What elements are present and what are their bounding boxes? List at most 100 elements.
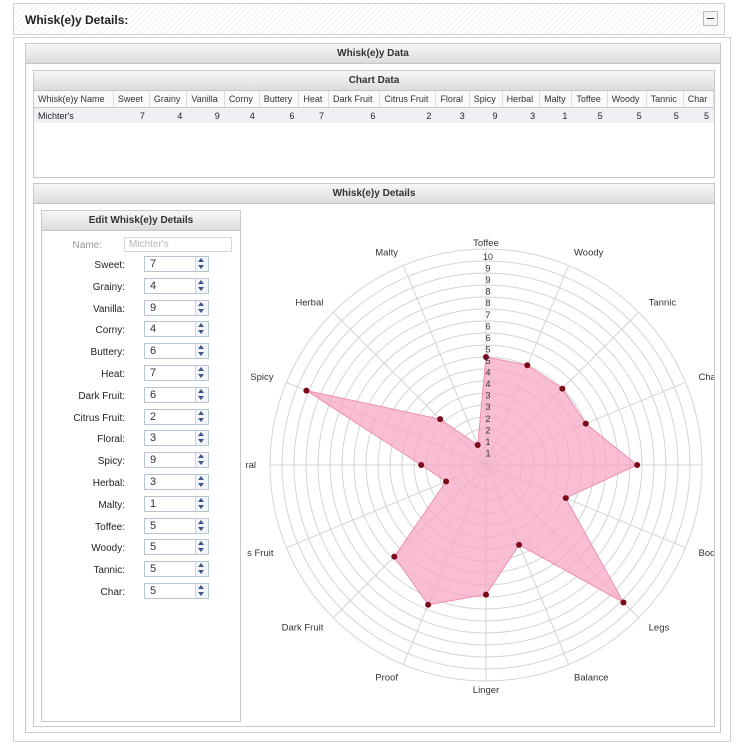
table-cell: Michter's xyxy=(34,107,114,123)
spinner-value: 5 xyxy=(150,585,157,597)
arrow-up-icon[interactable] xyxy=(198,476,204,480)
arrow-up-icon[interactable] xyxy=(198,563,204,568)
column-header[interactable]: Tannic xyxy=(646,91,684,108)
collapse-button[interactable] xyxy=(703,11,718,26)
arrow-up-icon[interactable] xyxy=(198,519,204,524)
arrow-up-icon[interactable] xyxy=(198,585,204,589)
spinner-buttons[interactable] xyxy=(195,453,208,468)
value-spinner[interactable]: 5 xyxy=(144,517,209,534)
spinner-buttons[interactable] xyxy=(195,344,208,359)
spinner-buttons[interactable] xyxy=(195,431,208,446)
arrow-up-icon[interactable] xyxy=(198,345,204,350)
column-header[interactable]: Woody xyxy=(607,91,647,108)
spinner-buttons[interactable] xyxy=(195,278,208,293)
column-header[interactable]: Grainy xyxy=(149,91,188,108)
table-cell: 4 xyxy=(149,107,188,123)
column-header[interactable]: Heat xyxy=(298,91,330,108)
column-header[interactable]: Malty xyxy=(539,91,573,108)
arrow-down-icon[interactable] xyxy=(198,570,204,575)
value-spinner[interactable]: 1 xyxy=(144,495,209,512)
arrow-down-icon[interactable] xyxy=(198,286,204,291)
value-spinner[interactable]: 3 xyxy=(144,430,209,447)
spinner-buttons[interactable] xyxy=(195,300,208,315)
spinner-buttons[interactable] xyxy=(195,475,208,489)
column-header[interactable]: Char xyxy=(683,91,715,108)
value-spinner[interactable]: 5 xyxy=(144,583,209,599)
value-spinner[interactable]: 4 xyxy=(144,277,209,294)
value-spinner[interactable]: 4 xyxy=(144,321,209,338)
arrow-down-icon[interactable] xyxy=(198,526,204,531)
name-field[interactable]: Michter's xyxy=(124,237,232,252)
column-header[interactable]: Spicy xyxy=(469,91,503,108)
radar-data-point xyxy=(303,387,310,394)
arrow-down-icon[interactable] xyxy=(198,504,204,509)
spinner-buttons[interactable] xyxy=(195,562,208,577)
value-spinner[interactable]: 7 xyxy=(144,256,209,272)
arrow-down-icon[interactable] xyxy=(198,417,204,422)
radar-tick-label: 8 xyxy=(485,298,490,308)
arrow-down-icon[interactable] xyxy=(198,374,204,378)
arrow-up-icon[interactable] xyxy=(198,258,204,262)
column-header[interactable]: Buttery xyxy=(259,91,300,108)
arrow-down-icon[interactable] xyxy=(198,592,204,596)
column-header[interactable]: Citrus Fruit xyxy=(379,91,437,108)
arrow-up-icon[interactable] xyxy=(198,279,204,284)
field-label: Buttery: xyxy=(90,347,125,359)
arrow-down-icon[interactable] xyxy=(198,548,204,553)
value-spinner[interactable]: 6 xyxy=(144,386,209,403)
radar-tick-label: 1 xyxy=(485,437,490,447)
table-row[interactable]: Michter's 7 4 9 4 6 7 6 2 3 9 3 1 5 5 5 5 xyxy=(34,107,715,123)
arrow-up-icon[interactable] xyxy=(198,541,204,546)
arrow-up-icon[interactable] xyxy=(198,410,204,415)
value-spinner[interactable]: 5 xyxy=(144,561,209,578)
column-header[interactable]: Herbal xyxy=(502,91,541,108)
column-header[interactable]: Corny xyxy=(224,91,260,108)
spinner-buttons[interactable] xyxy=(195,540,208,555)
table-cell: 9 xyxy=(186,107,225,123)
arrow-down-icon[interactable] xyxy=(198,439,204,444)
arrow-up-icon[interactable] xyxy=(198,454,204,459)
spinner-buttons[interactable] xyxy=(195,496,208,511)
value-spinner[interactable]: 5 xyxy=(144,539,209,556)
value-spinner[interactable]: 9 xyxy=(144,452,209,469)
arrow-up-icon[interactable] xyxy=(198,432,204,437)
arrow-down-icon[interactable] xyxy=(198,330,204,335)
field-row: Sweet: 7 xyxy=(42,256,242,278)
value-spinner[interactable]: 6 xyxy=(144,343,209,360)
arrow-up-icon[interactable] xyxy=(198,388,204,393)
value-spinner[interactable]: 9 xyxy=(144,299,209,316)
arrow-up-icon[interactable] xyxy=(198,367,204,371)
radar-category-label: Tannic xyxy=(649,297,677,308)
value-spinner[interactable]: 2 xyxy=(144,408,209,425)
spinner-buttons[interactable] xyxy=(195,518,208,533)
table-cell: 9 xyxy=(469,107,503,123)
arrow-down-icon[interactable] xyxy=(198,395,204,400)
spinner-buttons[interactable] xyxy=(195,257,208,271)
column-header[interactable]: Floral xyxy=(435,91,470,108)
column-header[interactable]: Toffee xyxy=(571,91,608,108)
spinner-buttons[interactable] xyxy=(195,409,208,424)
column-header[interactable]: Sweet xyxy=(113,91,150,108)
arrow-down-icon[interactable] xyxy=(198,461,204,466)
arrow-down-icon[interactable] xyxy=(198,483,204,487)
spinner-value: 6 xyxy=(150,345,157,358)
arrow-down-icon[interactable] xyxy=(198,308,204,313)
radar-data-point xyxy=(391,553,398,560)
arrow-down-icon[interactable] xyxy=(198,265,204,269)
field-row: Dark Fruit: 6 xyxy=(42,386,242,409)
arrow-down-icon[interactable] xyxy=(198,352,204,357)
spinner-buttons[interactable] xyxy=(195,387,208,402)
column-header[interactable]: Vanilla xyxy=(186,91,225,108)
arrow-up-icon[interactable] xyxy=(198,497,204,502)
field-row: Grainy: 4 xyxy=(42,277,242,300)
value-spinner[interactable]: 7 xyxy=(144,365,209,381)
column-header[interactable]: Whisk(e)y Name xyxy=(34,91,114,108)
arrow-up-icon[interactable] xyxy=(198,323,204,328)
spinner-buttons[interactable] xyxy=(195,366,208,380)
spinner-buttons[interactable] xyxy=(195,322,208,337)
spinner-buttons[interactable] xyxy=(195,584,208,598)
arrow-up-icon[interactable] xyxy=(198,301,204,306)
table-cell: 5 xyxy=(571,107,608,123)
column-header[interactable]: Dark Fruit xyxy=(328,91,381,108)
value-spinner[interactable]: 3 xyxy=(144,474,209,490)
